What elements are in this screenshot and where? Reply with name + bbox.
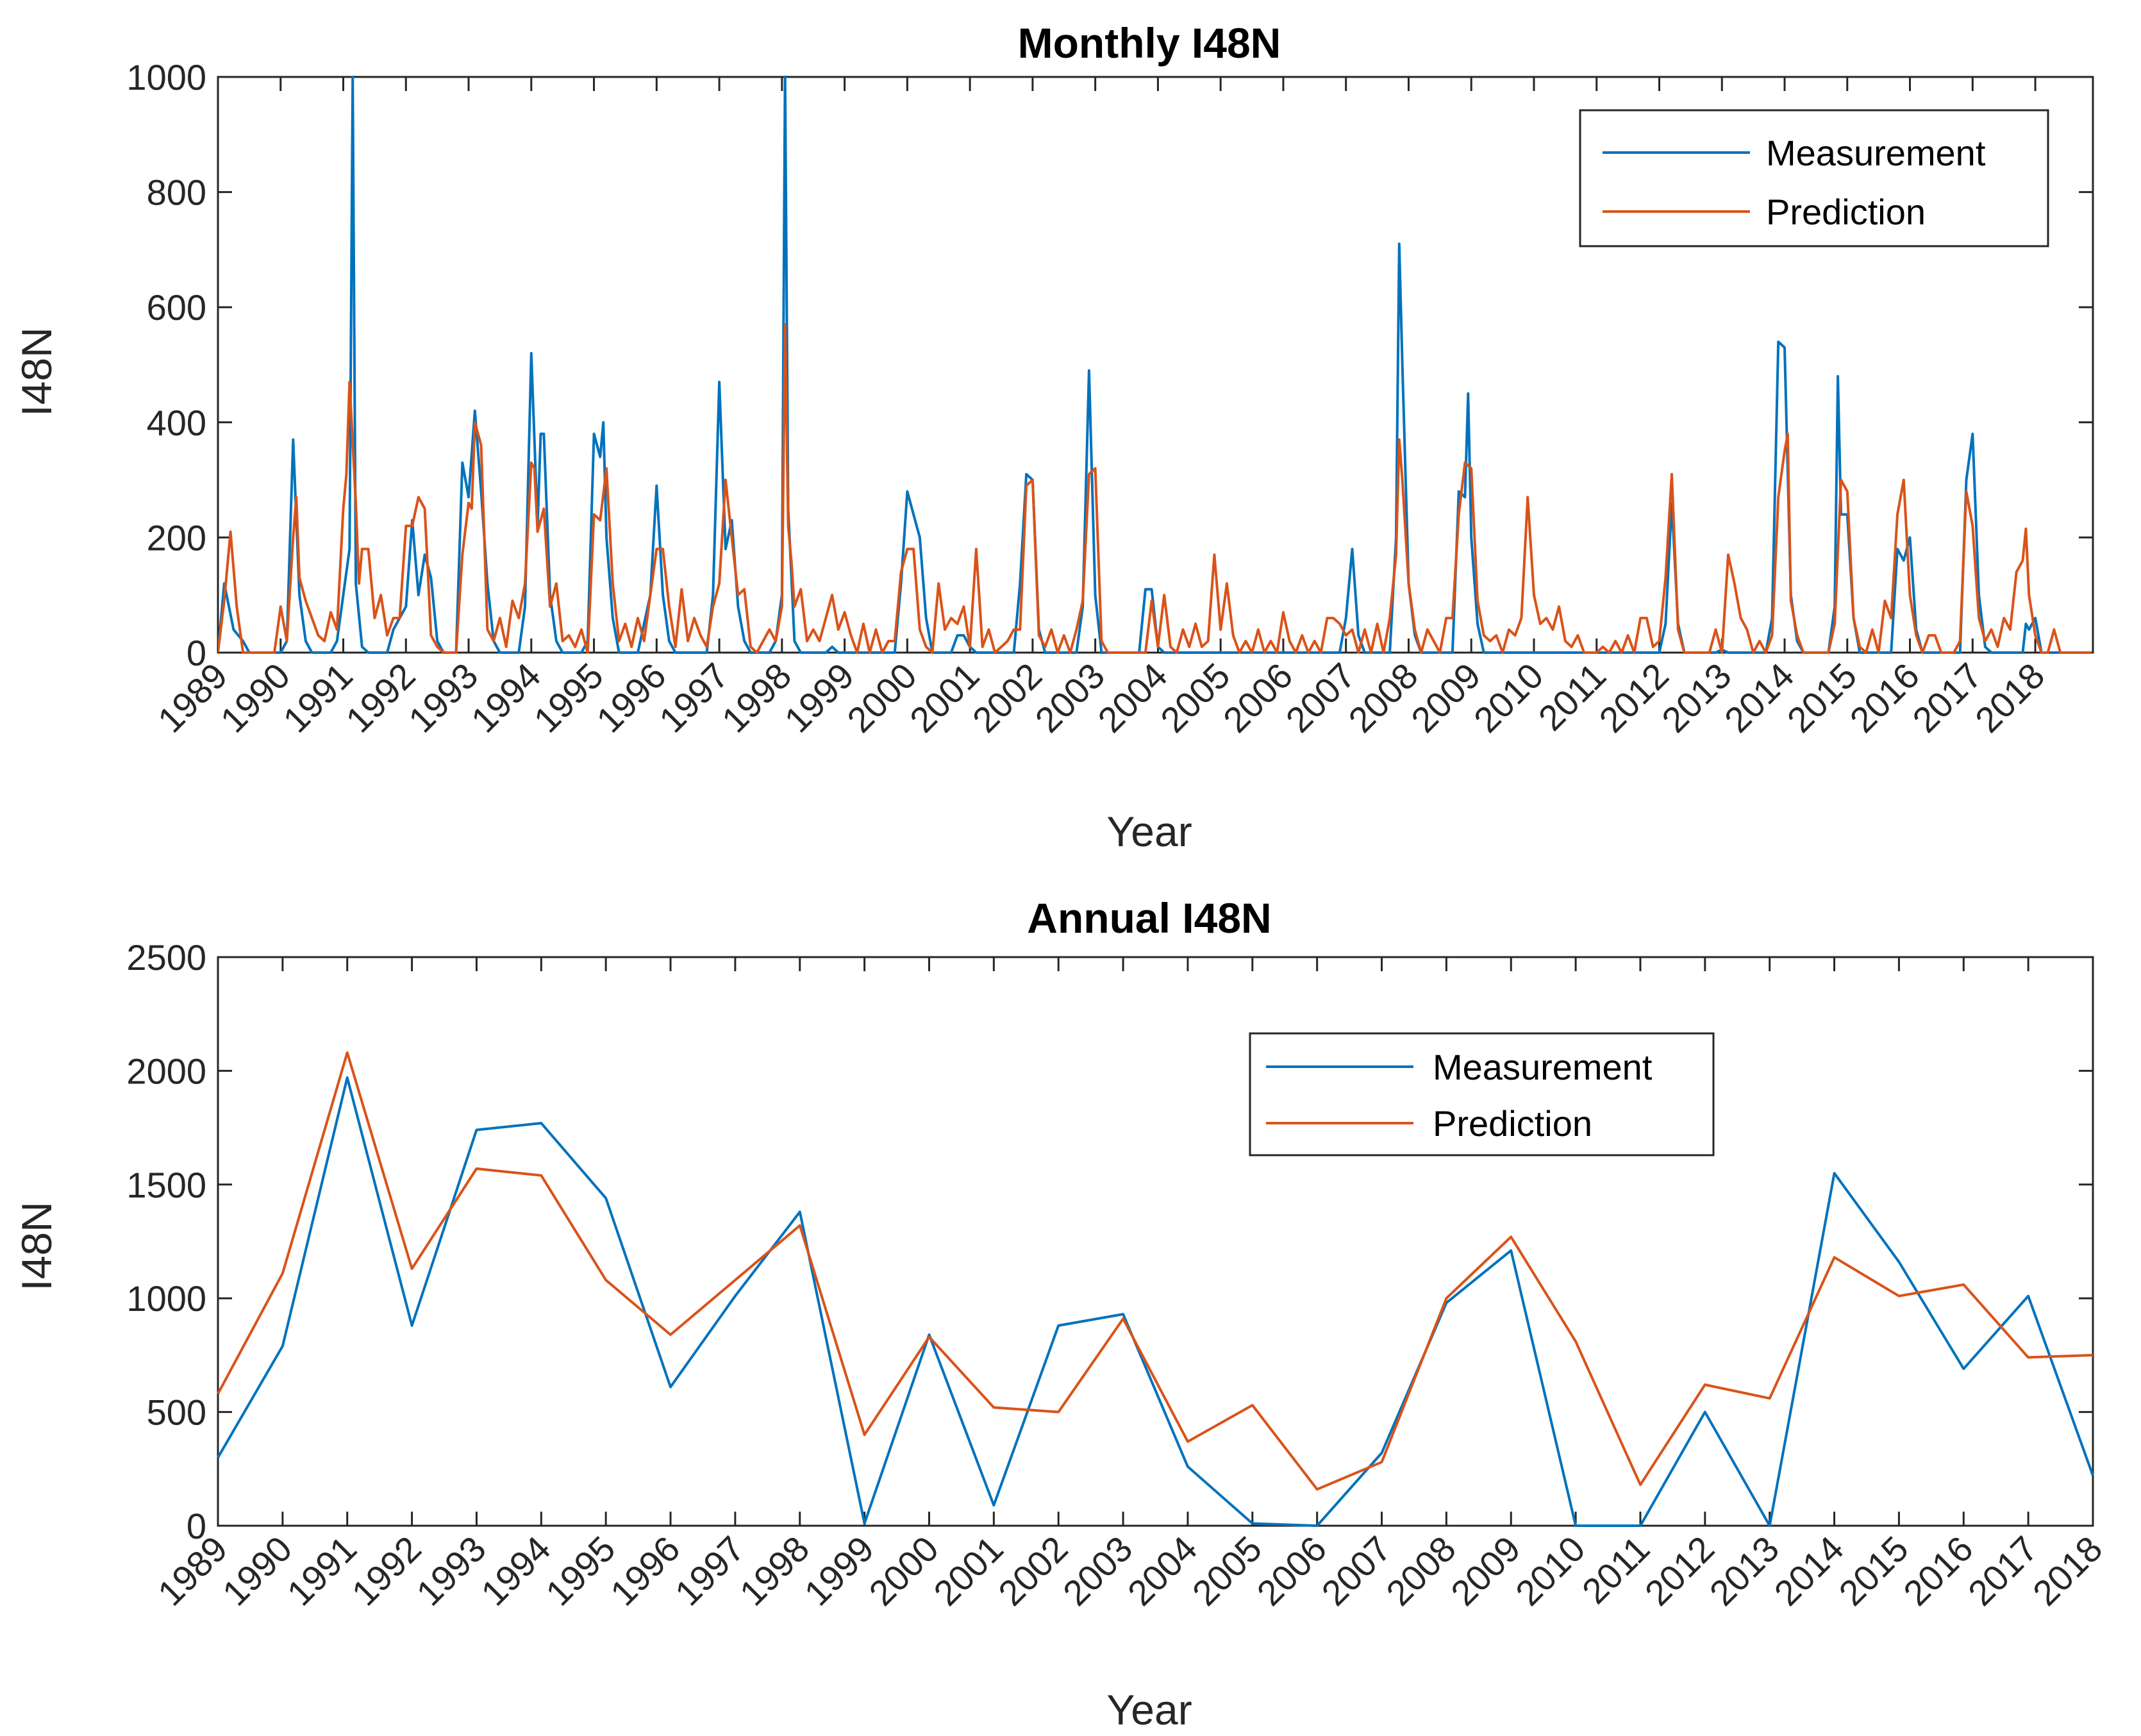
monthly-y-axis-label: I48N [13, 327, 60, 416]
monthly-y-tick-label: 400 [147, 403, 206, 443]
annual-legend-prediction-label: Prediction [1433, 1103, 1592, 1144]
monthly-y-tick-label: 0 [187, 633, 206, 673]
annual-chart-title: Annual I48N [1027, 894, 1271, 942]
annual-legend: Measurement Prediction [1249, 1032, 1715, 1156]
monthly-prediction-line [218, 323, 2092, 654]
annual-measurement-line [217, 1076, 2094, 1527]
annual-x-axis-label: Year [1106, 1686, 1192, 1733]
monthly-y-tick-label: 200 [147, 517, 206, 558]
monthly-legend: Measurement Prediction [1579, 109, 2049, 247]
annual-prediction-line [217, 1051, 2094, 1491]
annual-y-tick-label: 0 [187, 1506, 206, 1546]
monthly-y-tick-label: 600 [147, 287, 206, 328]
monthly-plot-frame [217, 76, 2094, 654]
annual-y-tick-label: 2000 [126, 1051, 206, 1091]
annual-y-tick-label: 1000 [126, 1278, 206, 1319]
annual-y-tick-label: 1500 [126, 1165, 206, 1205]
monthly-series [218, 76, 2092, 654]
monthly-y-tick-label: 1000 [126, 57, 206, 97]
annual-y-tick-label: 500 [147, 1392, 206, 1433]
annual-series [217, 1051, 2094, 1527]
monthly-legend-measurement-label: Measurement [1766, 133, 1986, 173]
monthly-legend-box [1579, 109, 2049, 247]
annual-legend-measurement-label: Measurement [1433, 1047, 1653, 1087]
annual-plot-frame [217, 956, 2094, 1527]
monthly-legend-prediction-label: Prediction [1766, 192, 1926, 232]
monthly-chart-title: Monthly I48N [1018, 19, 1281, 67]
annual-y-axis-label: I48N [13, 1201, 60, 1290]
annual-legend-box [1249, 1032, 1715, 1156]
monthly-y-tick-label: 800 [147, 172, 206, 213]
annual-y-tick-label: 2500 [126, 937, 206, 978]
monthly-x-axis-label: Year [1106, 808, 1192, 855]
